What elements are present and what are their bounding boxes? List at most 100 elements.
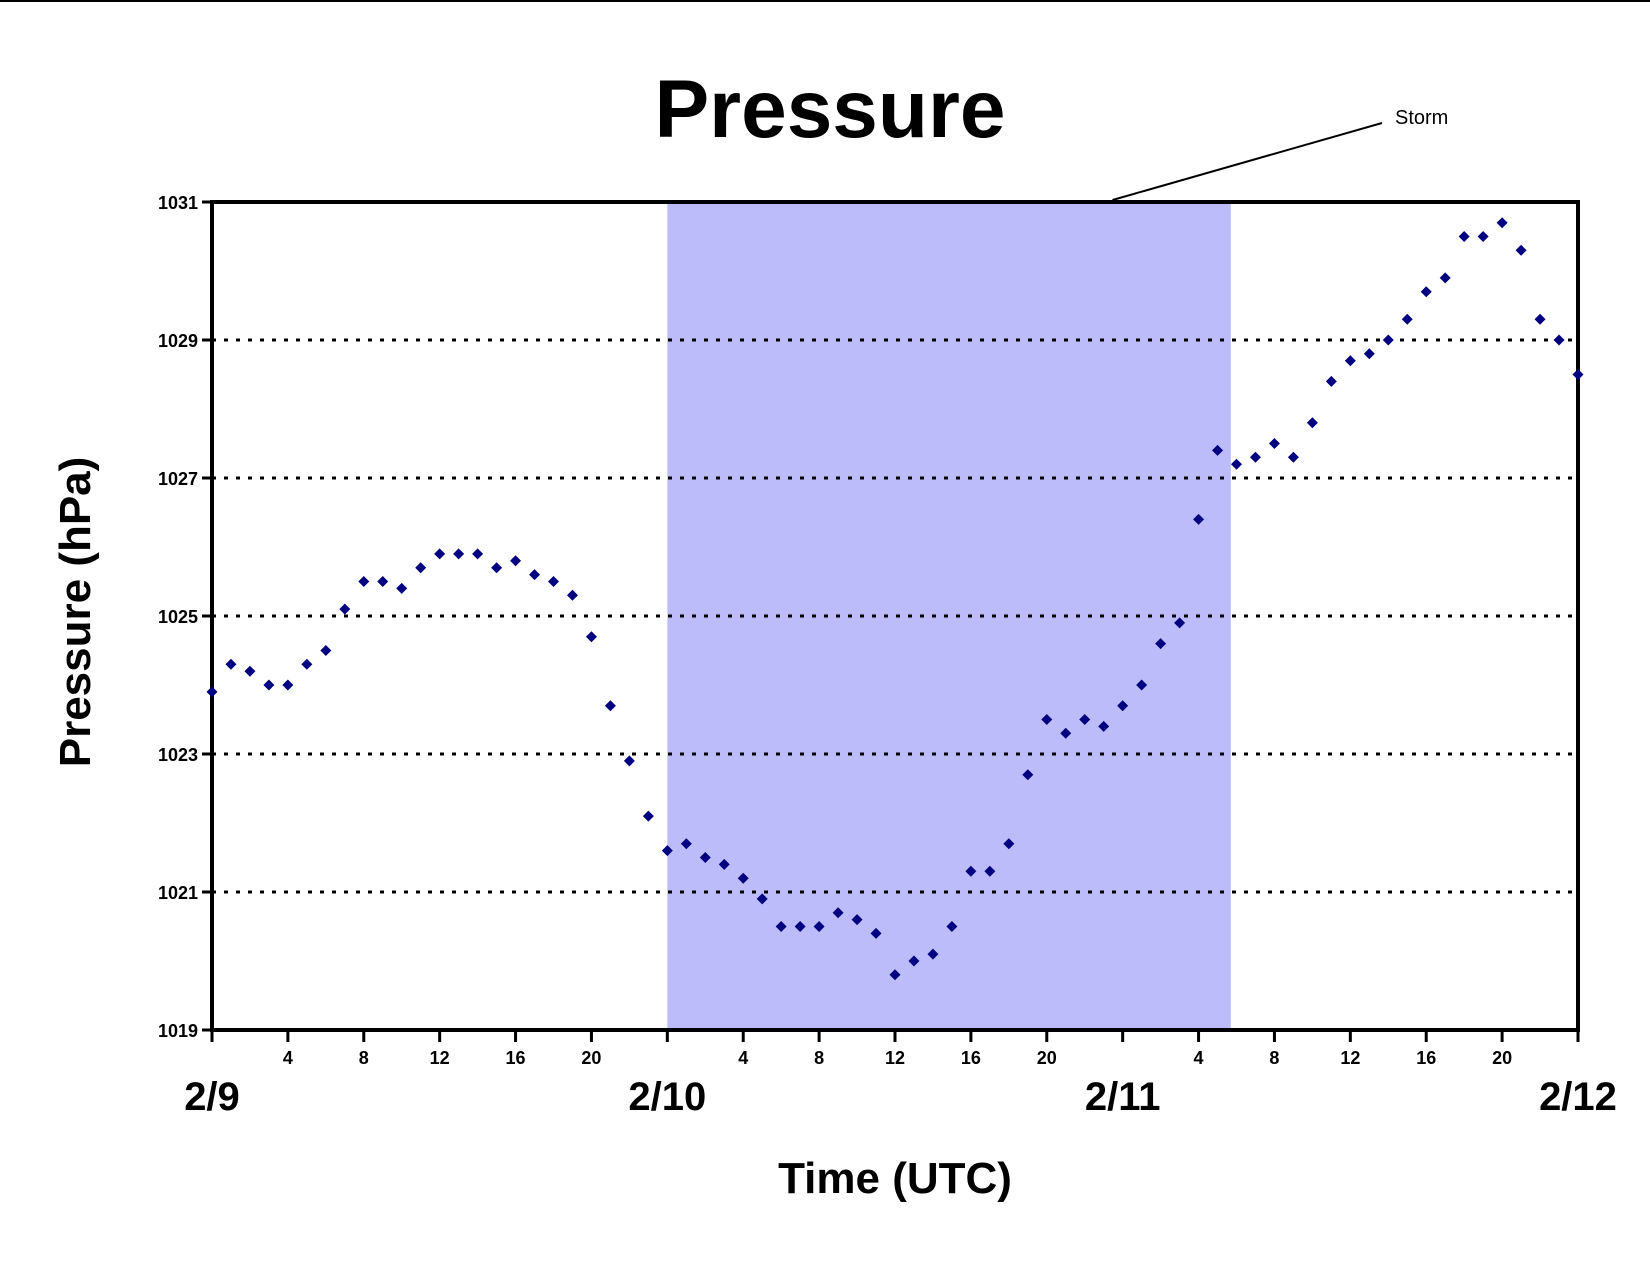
data-point [1572, 369, 1584, 380]
data-point [396, 582, 408, 594]
y-tick-label-1023: 1023 [158, 745, 198, 765]
x-date-label-2-11: 2/11 [1085, 1075, 1161, 1119]
data-point [699, 852, 711, 863]
data-point [1344, 355, 1356, 367]
data-point [1060, 727, 1072, 739]
data-point [1022, 769, 1034, 781]
data-point [1231, 458, 1242, 470]
storm-shaded-region [667, 202, 1231, 1030]
y-tick-label-1029: 1029 [158, 331, 198, 351]
data-point [1117, 700, 1129, 712]
x-tick-label-16: 16 [506, 1048, 526, 1068]
data-point [946, 921, 958, 932]
chart-title: Pressure [654, 64, 1005, 155]
data-point [1534, 313, 1546, 325]
data-point [453, 548, 465, 560]
data-point [244, 665, 256, 677]
data-point [1249, 451, 1261, 463]
data-point [282, 679, 294, 691]
data-point [1420, 286, 1432, 298]
data-point [529, 569, 541, 581]
storm-annotation-label: Storm [1395, 107, 1448, 129]
data-point [832, 907, 844, 919]
data-point [1401, 313, 1413, 325]
data-point [415, 562, 427, 574]
data-point [1496, 217, 1508, 229]
data-point [1155, 638, 1167, 650]
data-point [510, 555, 522, 567]
data-point [434, 548, 446, 560]
x-tick-label-20: 20 [581, 1048, 601, 1068]
data-point [377, 576, 389, 587]
data-point [1003, 838, 1015, 850]
y-axis-label: Pressure (hPa) [51, 457, 100, 768]
data-point [1382, 334, 1394, 346]
data-point [1306, 417, 1318, 429]
x-tick-label-56: 8 [1269, 1048, 1279, 1068]
data-point [566, 589, 578, 601]
x-tick-label-40: 16 [961, 1048, 981, 1068]
x-tick-label-36: 12 [885, 1048, 905, 1068]
x-tick-label-4: 4 [283, 1048, 293, 1068]
data-point [1079, 714, 1091, 725]
data-point [225, 658, 237, 670]
data-points-layer [206, 217, 1584, 981]
data-point [813, 921, 825, 932]
data-point [737, 872, 749, 884]
data-point [548, 576, 559, 587]
x-tick-label-52: 4 [1194, 1048, 1204, 1068]
data-point [339, 603, 351, 615]
y-tick-label-1019: 1019 [158, 1021, 198, 1041]
x-tick-label-68: 20 [1492, 1048, 1512, 1068]
data-point [1458, 231, 1470, 242]
data-point [1174, 617, 1186, 629]
data-point [1193, 513, 1205, 525]
x-tick-label-8: 8 [359, 1048, 369, 1068]
data-point [718, 858, 730, 870]
data-point [263, 679, 275, 691]
x-tick-label-32: 8 [814, 1048, 824, 1068]
data-point [301, 658, 313, 670]
x-tick-label-44: 20 [1037, 1048, 1057, 1068]
data-point [794, 921, 806, 932]
data-point [1477, 231, 1489, 242]
data-point [623, 755, 635, 767]
storm-leader-line [1112, 122, 1383, 201]
data-point [1212, 444, 1224, 456]
data-point [965, 865, 977, 877]
x-date-label-2-9: 2/9 [184, 1075, 240, 1119]
data-point [206, 686, 218, 698]
data-point [661, 845, 673, 857]
shaded-region-layer [667, 202, 1231, 1030]
data-point [1287, 451, 1299, 463]
x-axis-label: Time (UTC) [778, 1154, 1012, 1203]
data-point [585, 631, 597, 643]
data-point [1553, 334, 1565, 346]
data-point [472, 548, 484, 560]
data-point [1363, 348, 1375, 360]
x-tick-label-64: 16 [1416, 1048, 1436, 1068]
tick-layer: 1019 1021 1023 1025 1027 1029 1031 4 8 12 16 20 4 8 12… [158, 193, 1617, 1119]
data-point [1325, 375, 1337, 387]
data-point [889, 969, 901, 981]
y-tick-label-1025: 1025 [158, 607, 198, 627]
data-point [1439, 272, 1451, 284]
data-point [1136, 679, 1148, 691]
y-tick-label-1027: 1027 [158, 469, 198, 489]
data-point [642, 810, 654, 822]
data-point [984, 865, 996, 877]
annotation-layer: Storm [1112, 107, 1448, 201]
data-point [927, 948, 939, 960]
data-point [851, 914, 863, 926]
data-point [491, 562, 503, 574]
y-tick-label-1031: 1031 [158, 193, 198, 213]
data-point [756, 893, 768, 905]
y-tick-label-1021: 1021 [158, 883, 198, 903]
data-point [320, 645, 332, 656]
data-point [1515, 244, 1527, 256]
data-point [1268, 438, 1280, 449]
data-point [908, 955, 920, 967]
data-point [358, 576, 370, 587]
x-tick-label-28: 4 [738, 1048, 748, 1068]
